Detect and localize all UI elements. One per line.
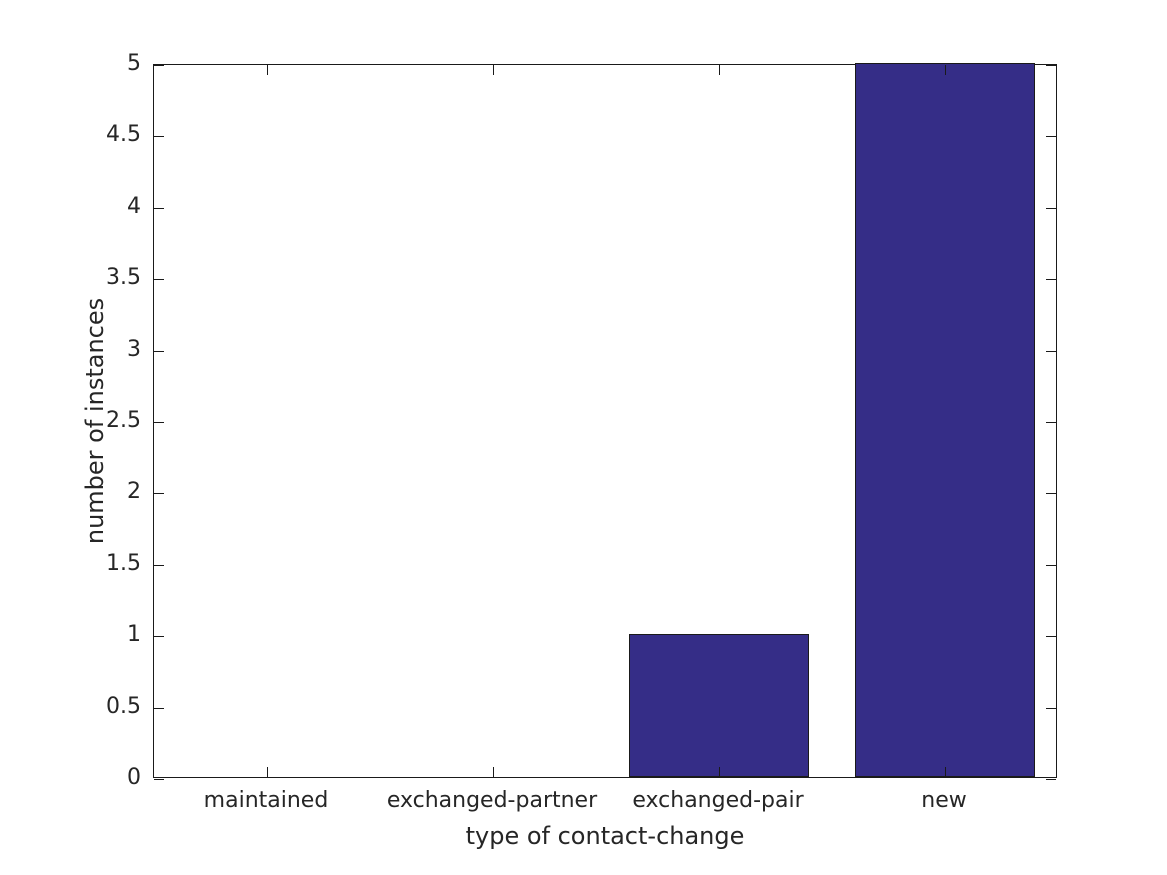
y-tick-left: [154, 636, 164, 638]
y-tick-left: [154, 136, 164, 138]
x-tick-bottom: [945, 767, 946, 777]
x-tick-bottom: [267, 767, 268, 777]
y-tick-right: [1046, 493, 1056, 495]
x-tick-top: [719, 65, 720, 75]
y-tick-left: [154, 350, 164, 352]
y-tick-right: [1046, 422, 1056, 423]
y-tick-left: [154, 422, 164, 423]
y-tick-label: 2: [127, 479, 141, 505]
x-tick-label: maintained: [203, 788, 329, 813]
x-tick-bottom: [719, 767, 720, 777]
y-tick-left: [154, 279, 164, 281]
y-tick-label: 2.5: [106, 408, 141, 433]
plot-area: [153, 63, 1057, 780]
x-tick-label: exchanged-partner: [386, 788, 598, 813]
y-tick-right: [1046, 636, 1056, 638]
y-tick-label: 0: [127, 765, 141, 790]
y-tick-right: [1046, 136, 1056, 138]
y-tick-left: [154, 65, 164, 66]
y-tick-left: [154, 779, 164, 780]
x-tick-label: exchanged-pair: [632, 788, 804, 813]
y-tick-label: 4: [127, 193, 141, 219]
y-tick-label: 4.5: [106, 122, 141, 148]
y-tick-label: 5: [127, 51, 141, 76]
y-tick-right: [1046, 279, 1056, 281]
y-tick-left: [154, 564, 164, 566]
x-tick-top: [493, 65, 494, 75]
y-tick-right: [1046, 564, 1056, 566]
bar-new: [854, 63, 1036, 777]
y-tick-right: [1046, 707, 1056, 709]
y-tick-label: 1.5: [106, 550, 141, 576]
y-tick-left: [154, 207, 164, 209]
x-axis-label: type of contact-change: [465, 822, 745, 850]
x-tick-top: [945, 65, 946, 75]
y-tick-right: [1046, 207, 1056, 209]
x-tick-label: new: [921, 788, 967, 813]
x-tick-top: [267, 65, 268, 75]
y-tick-label: 0.5: [106, 693, 141, 719]
y-tick-right: [1046, 779, 1056, 780]
y-tick-label: 3: [127, 336, 141, 362]
y-tick-right: [1046, 350, 1056, 352]
y-tick-right: [1046, 65, 1056, 66]
y-tick-label: 1: [127, 622, 141, 648]
y-tick-label: 3.5: [106, 265, 141, 291]
y-tick-left: [154, 707, 164, 709]
x-tick-bottom: [493, 767, 494, 777]
y-tick-left: [154, 493, 164, 495]
bar-exchanged-pair: [628, 634, 810, 777]
